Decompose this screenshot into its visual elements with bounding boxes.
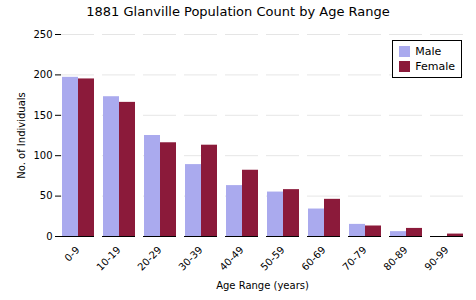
html-text:Male: Male — [415, 45, 442, 58]
svg-text:40-49: 40-49 — [217, 244, 245, 272]
svg-text:0: 0 — [46, 231, 52, 242]
svg-text:50-59: 50-59 — [258, 244, 286, 272]
svg-text:70-79: 70-79 — [340, 244, 368, 272]
html-text:Female: Female — [415, 60, 455, 73]
svg-text:Age Range (years): Age Range (years) — [216, 280, 309, 291]
svg-text:150: 150 — [33, 110, 52, 121]
svg-text:100: 100 — [33, 150, 52, 161]
svg-text:60-69: 60-69 — [299, 244, 327, 272]
svg-text:No. of Individuals: No. of Individuals — [16, 92, 27, 179]
svg-text:200: 200 — [33, 69, 52, 80]
svg-text:20-29: 20-29 — [135, 244, 163, 272]
svg-text:90-99: 90-99 — [422, 244, 450, 272]
svg-text:50: 50 — [40, 190, 53, 201]
svg-text:30-39: 30-39 — [176, 244, 204, 272]
svg-text:0-9: 0-9 — [62, 244, 81, 263]
html-text:1881 Glanville Population Coun: 1881 Glanville Population Count by Age R… — [86, 4, 390, 19]
svg-text:10-19: 10-19 — [94, 244, 122, 272]
svg-text:250: 250 — [33, 29, 52, 40]
svg-text:80-89: 80-89 — [381, 244, 409, 272]
